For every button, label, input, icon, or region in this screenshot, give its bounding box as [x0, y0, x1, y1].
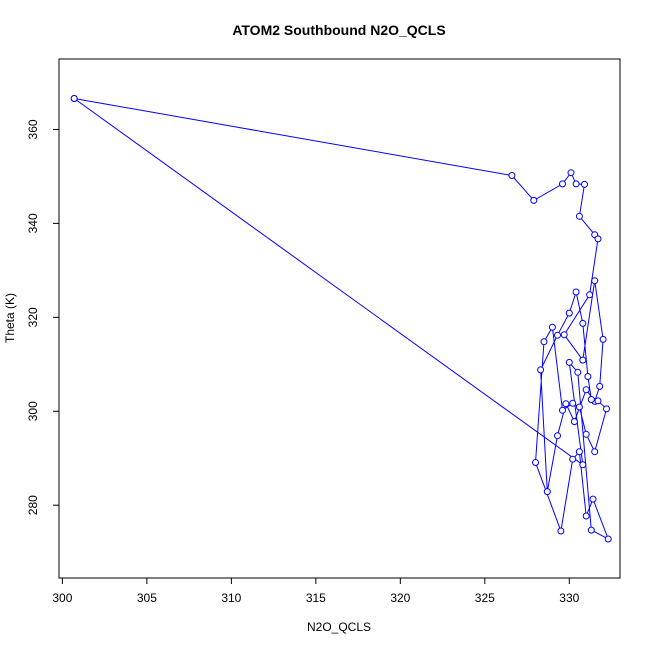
data-point — [587, 396, 595, 403]
y-tick-label: 300 — [26, 401, 40, 421]
data-point — [586, 291, 594, 299]
data-point — [584, 373, 592, 380]
data-point — [579, 356, 587, 364]
data-point — [582, 386, 590, 394]
x-tick-label: 310 — [221, 591, 241, 605]
data-point — [530, 196, 538, 204]
plot-frame — [58, 58, 621, 579]
data-point — [543, 488, 551, 496]
data-point — [559, 406, 566, 414]
y-axis: 280 300 320 340 360 — [26, 119, 60, 515]
data-point — [599, 335, 607, 343]
data-point — [579, 461, 587, 469]
y-tick-label: 340 — [26, 213, 40, 233]
data-point — [569, 455, 577, 463]
data-point — [567, 169, 575, 177]
series-line — [73, 98, 610, 541]
data-point — [562, 400, 570, 408]
x-tick-label: 320 — [390, 591, 410, 605]
data-point — [604, 535, 612, 543]
data-point — [575, 212, 583, 220]
chart-title: ATOM2 Southbound N2O_QCLS — [232, 22, 445, 38]
data-point — [569, 399, 577, 407]
data-point — [70, 95, 78, 102]
x-axis: 300 305 310 315 320 325 330 — [52, 577, 580, 605]
data-point — [557, 527, 565, 535]
data-point — [559, 180, 566, 188]
data-point — [581, 180, 588, 188]
y-tick-label: 360 — [26, 119, 40, 139]
data-point — [594, 397, 602, 405]
data-point — [596, 382, 604, 390]
x-tick-label: 300 — [52, 591, 72, 605]
x-tick-label: 325 — [475, 591, 495, 605]
y-tick-label: 320 — [26, 307, 40, 327]
data-point — [548, 323, 556, 331]
y-axis-label: Theta (K) — [3, 293, 17, 343]
data-point — [582, 512, 590, 520]
series-layer — [70, 95, 612, 543]
x-tick-label: 305 — [137, 591, 157, 605]
data-point — [572, 180, 580, 188]
data-point — [574, 368, 582, 376]
data-point — [589, 495, 597, 503]
data-point — [565, 309, 573, 317]
data-point — [570, 418, 578, 426]
data-point — [537, 366, 545, 374]
data-point — [554, 432, 561, 440]
data-point — [587, 526, 595, 534]
data-point — [540, 338, 548, 346]
data-point — [508, 172, 516, 179]
data-point — [572, 288, 580, 296]
x-tick-label: 330 — [559, 591, 579, 605]
data-point — [554, 331, 561, 339]
data-point — [594, 235, 602, 243]
data-point — [582, 430, 590, 438]
x-tick-label: 315 — [306, 591, 326, 605]
data-point — [603, 405, 610, 413]
x-axis-label: N2O_QCLS — [307, 620, 371, 634]
data-point — [591, 448, 599, 456]
data-point — [575, 403, 583, 411]
data-point — [532, 459, 539, 466]
data-point — [591, 277, 599, 285]
data-point — [579, 319, 587, 327]
data-point — [565, 358, 573, 366]
y-tick-label: 280 — [26, 495, 40, 515]
data-point — [560, 331, 568, 339]
data-point — [575, 448, 583, 456]
